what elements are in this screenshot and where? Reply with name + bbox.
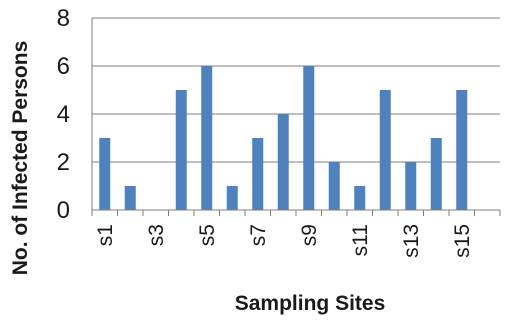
y-tick-label-1: 2 bbox=[57, 149, 70, 176]
bar-s5 bbox=[201, 66, 213, 210]
x-tick-label-s13: s13 bbox=[400, 224, 423, 258]
x-tick-label-s15: s15 bbox=[451, 224, 474, 258]
x-tick-label-s7: s7 bbox=[247, 224, 270, 246]
x-axis-title: Sampling Sites bbox=[235, 292, 386, 315]
bar-s12 bbox=[379, 90, 391, 210]
bar-s9 bbox=[303, 66, 315, 210]
x-tick-label-s5: s5 bbox=[196, 224, 219, 246]
x-tick-label-s11: s11 bbox=[349, 224, 372, 256]
y-axis-title: No. of Infected Persons bbox=[9, 41, 32, 276]
y-tick-label-3: 6 bbox=[57, 53, 70, 80]
y-tick-label-4: 8 bbox=[57, 5, 70, 32]
y-tick-label-2: 4 bbox=[57, 101, 70, 128]
bar-s14 bbox=[430, 138, 442, 210]
y-tick-labels: 0 2 4 6 8 bbox=[57, 5, 70, 224]
x-tick-label-s3: s3 bbox=[145, 224, 168, 246]
bar-s11 bbox=[354, 186, 366, 210]
y-tick-label-0: 0 bbox=[57, 197, 70, 224]
bar-s15 bbox=[456, 90, 468, 210]
axes bbox=[91, 18, 501, 216]
bar-s6 bbox=[226, 186, 238, 210]
bar-s4 bbox=[175, 90, 187, 210]
x-tick-labels: s1 s3 s5 s7 s9 s11 s13 s15 bbox=[94, 224, 474, 258]
bars bbox=[99, 66, 468, 210]
bar-s1 bbox=[99, 138, 111, 210]
bar-s2 bbox=[124, 186, 136, 210]
bar-s13 bbox=[405, 162, 417, 210]
bar-s7 bbox=[252, 138, 264, 210]
bar-s8 bbox=[277, 114, 289, 210]
x-tick-label-s9: s9 bbox=[298, 224, 321, 246]
bar-s10 bbox=[328, 162, 340, 210]
x-tick-label-s1: s1 bbox=[94, 224, 117, 246]
